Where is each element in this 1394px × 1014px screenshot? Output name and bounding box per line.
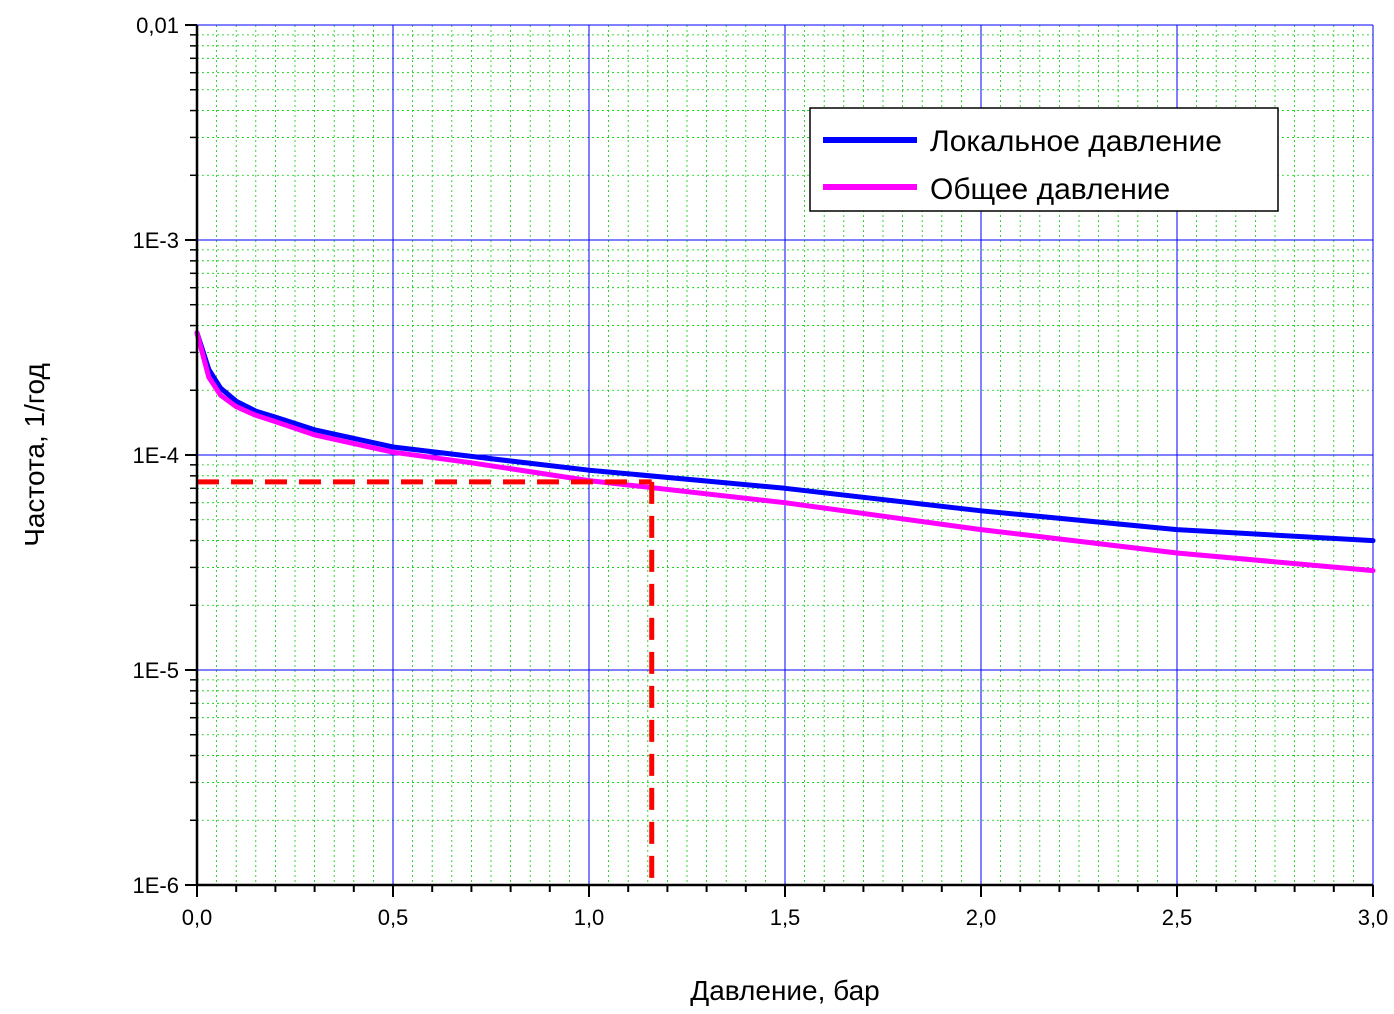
legend-label-local: Локальное давление: [930, 125, 1222, 158]
reference-lines: [197, 479, 655, 885]
legend-box: [809, 107, 1279, 212]
x-tick-label: 1,5: [770, 905, 801, 930]
series-line-local-pressure: [194, 330, 1376, 544]
legend: Локальное давление Общее давление: [809, 107, 1279, 212]
x-tick-label: 2,0: [966, 905, 997, 930]
x-tick-label: 0,5: [378, 905, 409, 930]
y-axis-title: Частота, 1/год: [19, 363, 50, 547]
tick-labels: 0,0 0,5 1,0 1,5 2,0 2,5 3,0 1E-6 1E-5 1E-4 1E-3 0,0…: [133, 13, 1389, 930]
y-tick-label: 1E-6: [133, 873, 179, 898]
y-tick-label: 0,01: [136, 13, 179, 38]
y-tick-label: 1E-3: [133, 228, 179, 253]
x-tick-label: 3,0: [1358, 905, 1389, 930]
x-tick-label: 0,0: [182, 905, 213, 930]
x-tick-label: 1,0: [574, 905, 605, 930]
y-tick-label: 1E-4: [133, 443, 179, 468]
legend-label-total: Общее давление: [930, 173, 1170, 206]
y-tick-label: 1E-5: [133, 658, 179, 683]
x-axis-title: Давление, бар: [690, 975, 879, 1006]
series-layer: [194, 330, 1376, 574]
series-line-total-pressure: [194, 330, 1376, 574]
x-tick-label: 2,5: [1162, 905, 1193, 930]
axes: [185, 24, 1374, 897]
